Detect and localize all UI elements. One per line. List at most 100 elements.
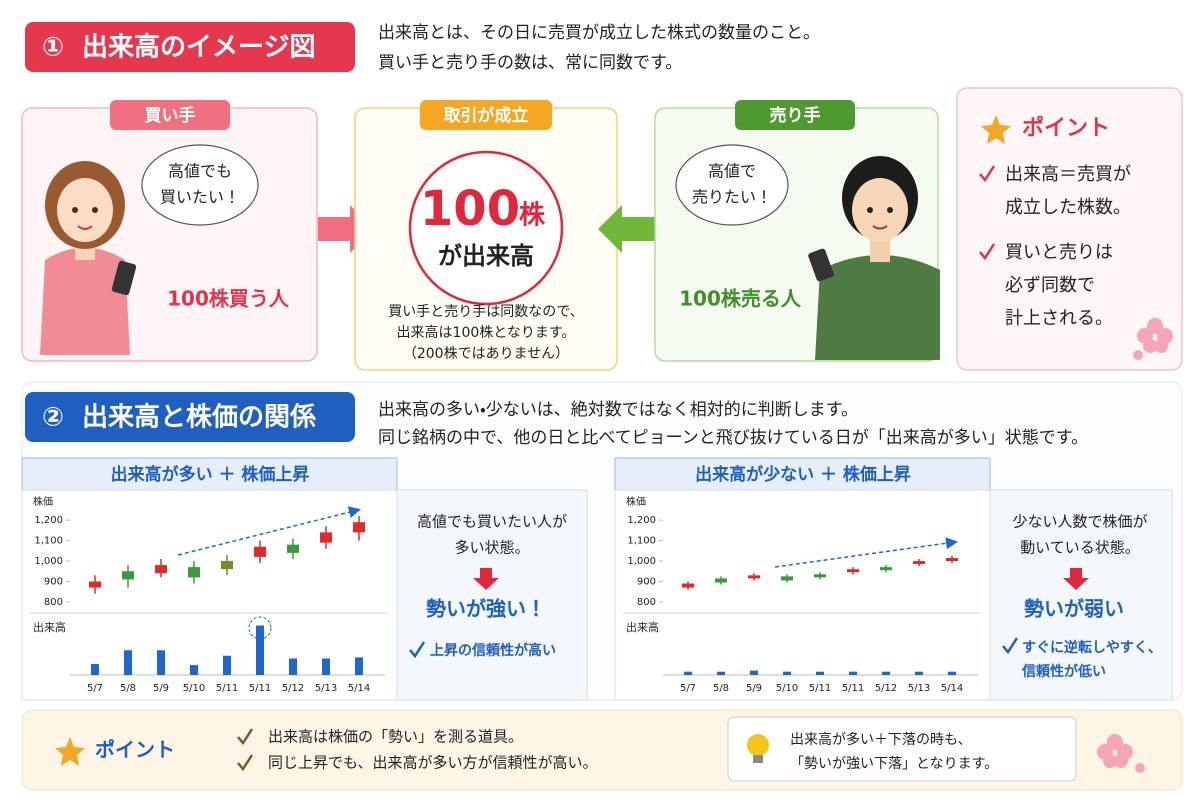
- note: 買い手と売り手は同数なので、: [388, 304, 583, 320]
- speech-bubble: [675, 144, 789, 226]
- point-item: 成立した株数。: [1005, 197, 1131, 218]
- axis-title: 出来高: [33, 620, 66, 634]
- volume-bar: [783, 671, 791, 675]
- volume-bar: [124, 650, 132, 675]
- y-tick-label: 800: [637, 597, 656, 608]
- bubble-text: 買いたい！: [160, 188, 240, 207]
- axis-title: 株価: [626, 495, 646, 508]
- volume-bar: [355, 657, 363, 675]
- explanation: 少ない人数で株価が: [1012, 513, 1147, 531]
- summary-item: 出来高は株価の「勢い」を測る道具。: [268, 728, 523, 746]
- candle-body: [847, 569, 859, 573]
- x-tick-label: 5/14: [348, 683, 370, 694]
- point-box: [956, 87, 1183, 371]
- y-tick-label: 1,200: [34, 515, 63, 526]
- flower-icon: [1097, 734, 1145, 773]
- summary-item: 同じ上昇でも、出来高が多い方が信頼性が高い。: [268, 754, 598, 772]
- x-tick-label: 5/14: [941, 683, 963, 694]
- y-tick-label: 1,200: [627, 515, 656, 526]
- x-tick-label: 5/13: [315, 683, 337, 694]
- volume-bar: [750, 670, 758, 675]
- y-tick-label: 1,000: [34, 556, 63, 567]
- volume-bar: [684, 671, 692, 675]
- pill-label: 買い手: [145, 105, 196, 126]
- candle-body: [320, 532, 332, 543]
- x-tick-label: 5/8: [120, 683, 136, 694]
- x-tick-label: 5/8: [713, 683, 729, 694]
- check-icon: [409, 641, 426, 659]
- candle-body: [814, 574, 826, 578]
- candle-body: [122, 571, 134, 580]
- star-icon: [55, 737, 85, 766]
- section-title: 出来高と株価の関係: [82, 403, 316, 433]
- volume-bar: [717, 671, 725, 675]
- section-number: ②: [42, 403, 64, 433]
- x-tick-label: 5/7: [87, 683, 103, 694]
- check-icon: [237, 728, 254, 746]
- point-item: 計上される。: [1005, 308, 1113, 329]
- point-title: ポイント: [1022, 115, 1110, 141]
- candle-body: [946, 557, 958, 562]
- volume-unit: 株: [519, 201, 546, 231]
- x-tick-label: 5/9: [153, 683, 169, 694]
- candle-body: [781, 576, 793, 581]
- x-tick-label: 5/12: [282, 683, 304, 694]
- y-tick-label: 900: [637, 576, 656, 587]
- explanation: 動いている状態。: [1020, 539, 1140, 557]
- candle-body: [748, 575, 760, 579]
- volume-bar: [915, 671, 923, 675]
- y-tick-label: 1,100: [627, 536, 656, 547]
- volume-bar: [190, 665, 198, 675]
- trend-arrow: [177, 506, 361, 556]
- candle-body: [221, 561, 233, 570]
- candle-body: [913, 561, 925, 565]
- trade-pill: [420, 100, 552, 130]
- arrow-left: [598, 205, 655, 253]
- y-tick-label: 1,000: [627, 556, 656, 567]
- arrow-down: [473, 568, 499, 590]
- pill-label: 売り手: [770, 105, 821, 126]
- x-tick-label: 5/12: [875, 683, 897, 694]
- candle-body: [353, 522, 365, 533]
- volume-bar: [91, 664, 99, 675]
- x-tick-label: 5/11: [842, 683, 864, 694]
- caption: 100株売る人: [679, 287, 802, 311]
- point-item: 必ず同数で: [1005, 275, 1095, 296]
- volume-bar: [157, 650, 165, 675]
- star-icon: [981, 115, 1011, 144]
- check-text: すぐに逆転しやすく、: [1022, 639, 1162, 656]
- check-icon: [979, 165, 996, 183]
- bulb-icon: [747, 734, 769, 763]
- section-header: [25, 392, 355, 442]
- volume-bar: [882, 671, 890, 675]
- speech-bubble: [141, 144, 259, 226]
- result: 勢いが弱い: [1024, 597, 1124, 621]
- side-box: [396, 489, 588, 701]
- side-box: [989, 489, 1173, 701]
- panel-title: 出来高が多い ＋ 株価上昇: [111, 464, 310, 485]
- candle-body: [682, 583, 694, 588]
- volume-bar: [289, 658, 297, 675]
- x-tick-label: 5/11: [249, 683, 271, 694]
- flower-icon: [1133, 318, 1173, 360]
- check-text: 上昇の信頼性が高い: [430, 642, 556, 659]
- axis-title: 株価: [33, 495, 53, 508]
- pill-label: 取引が成立: [444, 105, 529, 126]
- tip-text: 「勢いが強い下落」となります。: [790, 756, 998, 772]
- buyer-pill: [110, 100, 230, 130]
- buyer-illustration: [40, 161, 137, 355]
- x-tick-label: 5/10: [183, 683, 205, 694]
- result: 勢いが強い！: [426, 597, 546, 621]
- candle-body: [254, 546, 266, 557]
- volume-bar: [322, 658, 330, 675]
- x-tick-label: 5/13: [908, 683, 930, 694]
- seller-pill: [735, 100, 855, 130]
- x-tick-label: 5/10: [776, 683, 798, 694]
- volume-amount: 100: [420, 181, 520, 237]
- check-icon: [1002, 637, 1019, 655]
- panel-title-bar: [614, 457, 991, 491]
- point-item: 買いと売りは: [1005, 242, 1113, 263]
- candle-body: [89, 581, 101, 588]
- bubble-text: 売りたい！: [692, 188, 772, 207]
- seller-illustration: [808, 156, 940, 360]
